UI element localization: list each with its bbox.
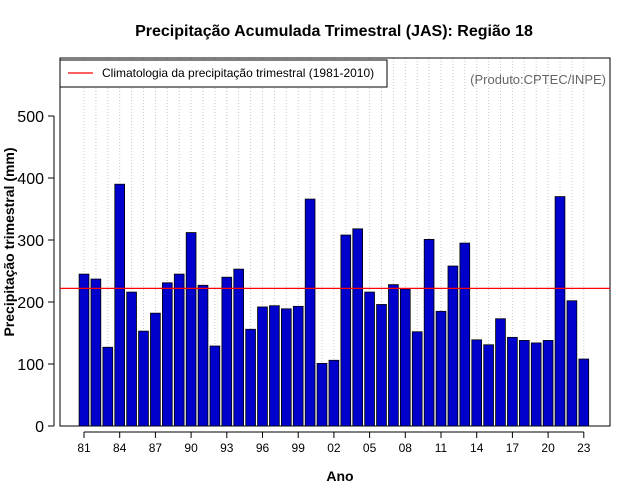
bar-2004	[352, 228, 363, 427]
x-tick-label: 90	[184, 441, 198, 455]
bar-2015	[483, 344, 494, 427]
bar-2005	[364, 291, 375, 427]
bar-1996	[257, 306, 268, 427]
y-axis-label: Precipitação trimestral (mm)	[1, 147, 17, 336]
bar-2010	[423, 238, 435, 427]
bar-2013	[459, 242, 471, 427]
bar-1997	[269, 305, 280, 427]
bar-2018	[519, 340, 530, 427]
bar-2009	[411, 331, 423, 427]
x-tick-label: 14	[470, 441, 484, 455]
x-axis-label: Ano	[326, 468, 353, 484]
x-tick-label: 93	[220, 441, 234, 455]
bar-2011	[435, 310, 447, 427]
bar-2016	[495, 318, 506, 427]
y-tick-label: 500	[17, 109, 44, 126]
bar-1985	[126, 291, 137, 427]
bar-1992	[209, 345, 221, 427]
x-tick-label: 08	[399, 441, 413, 455]
bar-1986	[138, 330, 149, 427]
x-tick-label: 84	[113, 441, 127, 455]
bar-1983	[102, 346, 114, 427]
bar-1981	[78, 273, 90, 427]
x-axis: 81 84 87 90 93 96 99 02 05 08 11 14 17 20 23	[77, 431, 591, 455]
bar-1990	[185, 232, 197, 427]
y-axis: 0 100 200 300 400 500	[17, 109, 55, 436]
x-tick-label: 05	[363, 441, 377, 455]
y-tick-label: 200	[17, 295, 44, 312]
bar-1982	[90, 278, 102, 427]
x-tick-label: 02	[327, 441, 341, 455]
y-tick-label: 100	[17, 357, 44, 374]
bar-2022	[566, 300, 578, 427]
chart-title: Precipitação Acumulada Trimestral (JAS):…	[135, 23, 533, 40]
bar-2012	[447, 265, 459, 427]
bar-1993	[221, 276, 233, 427]
bar-2017	[507, 336, 518, 427]
bar-1991	[197, 284, 209, 427]
x-tick-label: 81	[77, 441, 91, 455]
bar-2000	[304, 198, 316, 427]
legend-label: Climatologia da precipitação trimestral …	[102, 66, 374, 80]
legend-box	[59, 59, 388, 88]
bar-2002	[328, 359, 340, 427]
bar-1995	[245, 328, 256, 427]
y-tick-label: 400	[17, 171, 44, 188]
bar-2006	[376, 304, 387, 427]
bar-2020	[542, 340, 554, 427]
x-tick-label: 20	[541, 441, 555, 455]
x-tick-label: 11	[435, 441, 448, 455]
credit-text: (Produto:CPTEC/INPE)	[470, 72, 606, 87]
x-tick-label: 96	[256, 441, 270, 455]
x-tick-label: 17	[506, 441, 520, 455]
y-tick-label: 300	[17, 233, 44, 250]
bar-2008	[399, 288, 411, 427]
bar-2007	[388, 284, 399, 427]
x-tick-label: 87	[149, 441, 163, 455]
bars	[78, 183, 590, 427]
bar-2023	[578, 358, 590, 427]
x-tick-label: 99	[292, 441, 306, 455]
legend: Climatologia da precipitação trimestral …	[59, 59, 388, 88]
bar-1999	[292, 305, 304, 427]
bar-2003	[340, 234, 352, 427]
bar-2019	[530, 342, 542, 427]
bar-1984	[114, 183, 126, 427]
bar-2021	[554, 196, 566, 427]
x-tick-label: 23	[577, 441, 591, 455]
bar-1988	[161, 282, 173, 427]
bar-2014	[471, 339, 482, 427]
bar-1994	[233, 268, 245, 427]
y-tick-label: 0	[35, 419, 44, 436]
bar-1989	[173, 273, 185, 427]
bar-1987	[150, 312, 161, 427]
bar-2001	[316, 362, 328, 427]
bar-1998	[280, 308, 292, 427]
